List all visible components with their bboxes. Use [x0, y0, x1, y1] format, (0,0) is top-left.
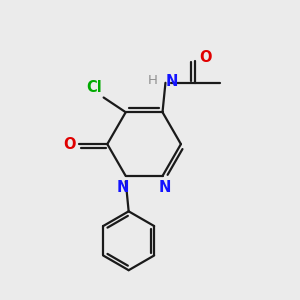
Text: H: H [147, 74, 157, 87]
Text: O: O [199, 50, 212, 65]
Text: N: N [159, 179, 171, 194]
Text: N: N [117, 179, 129, 194]
Text: Cl: Cl [86, 80, 102, 95]
Text: O: O [63, 136, 76, 152]
Text: N: N [166, 74, 178, 89]
